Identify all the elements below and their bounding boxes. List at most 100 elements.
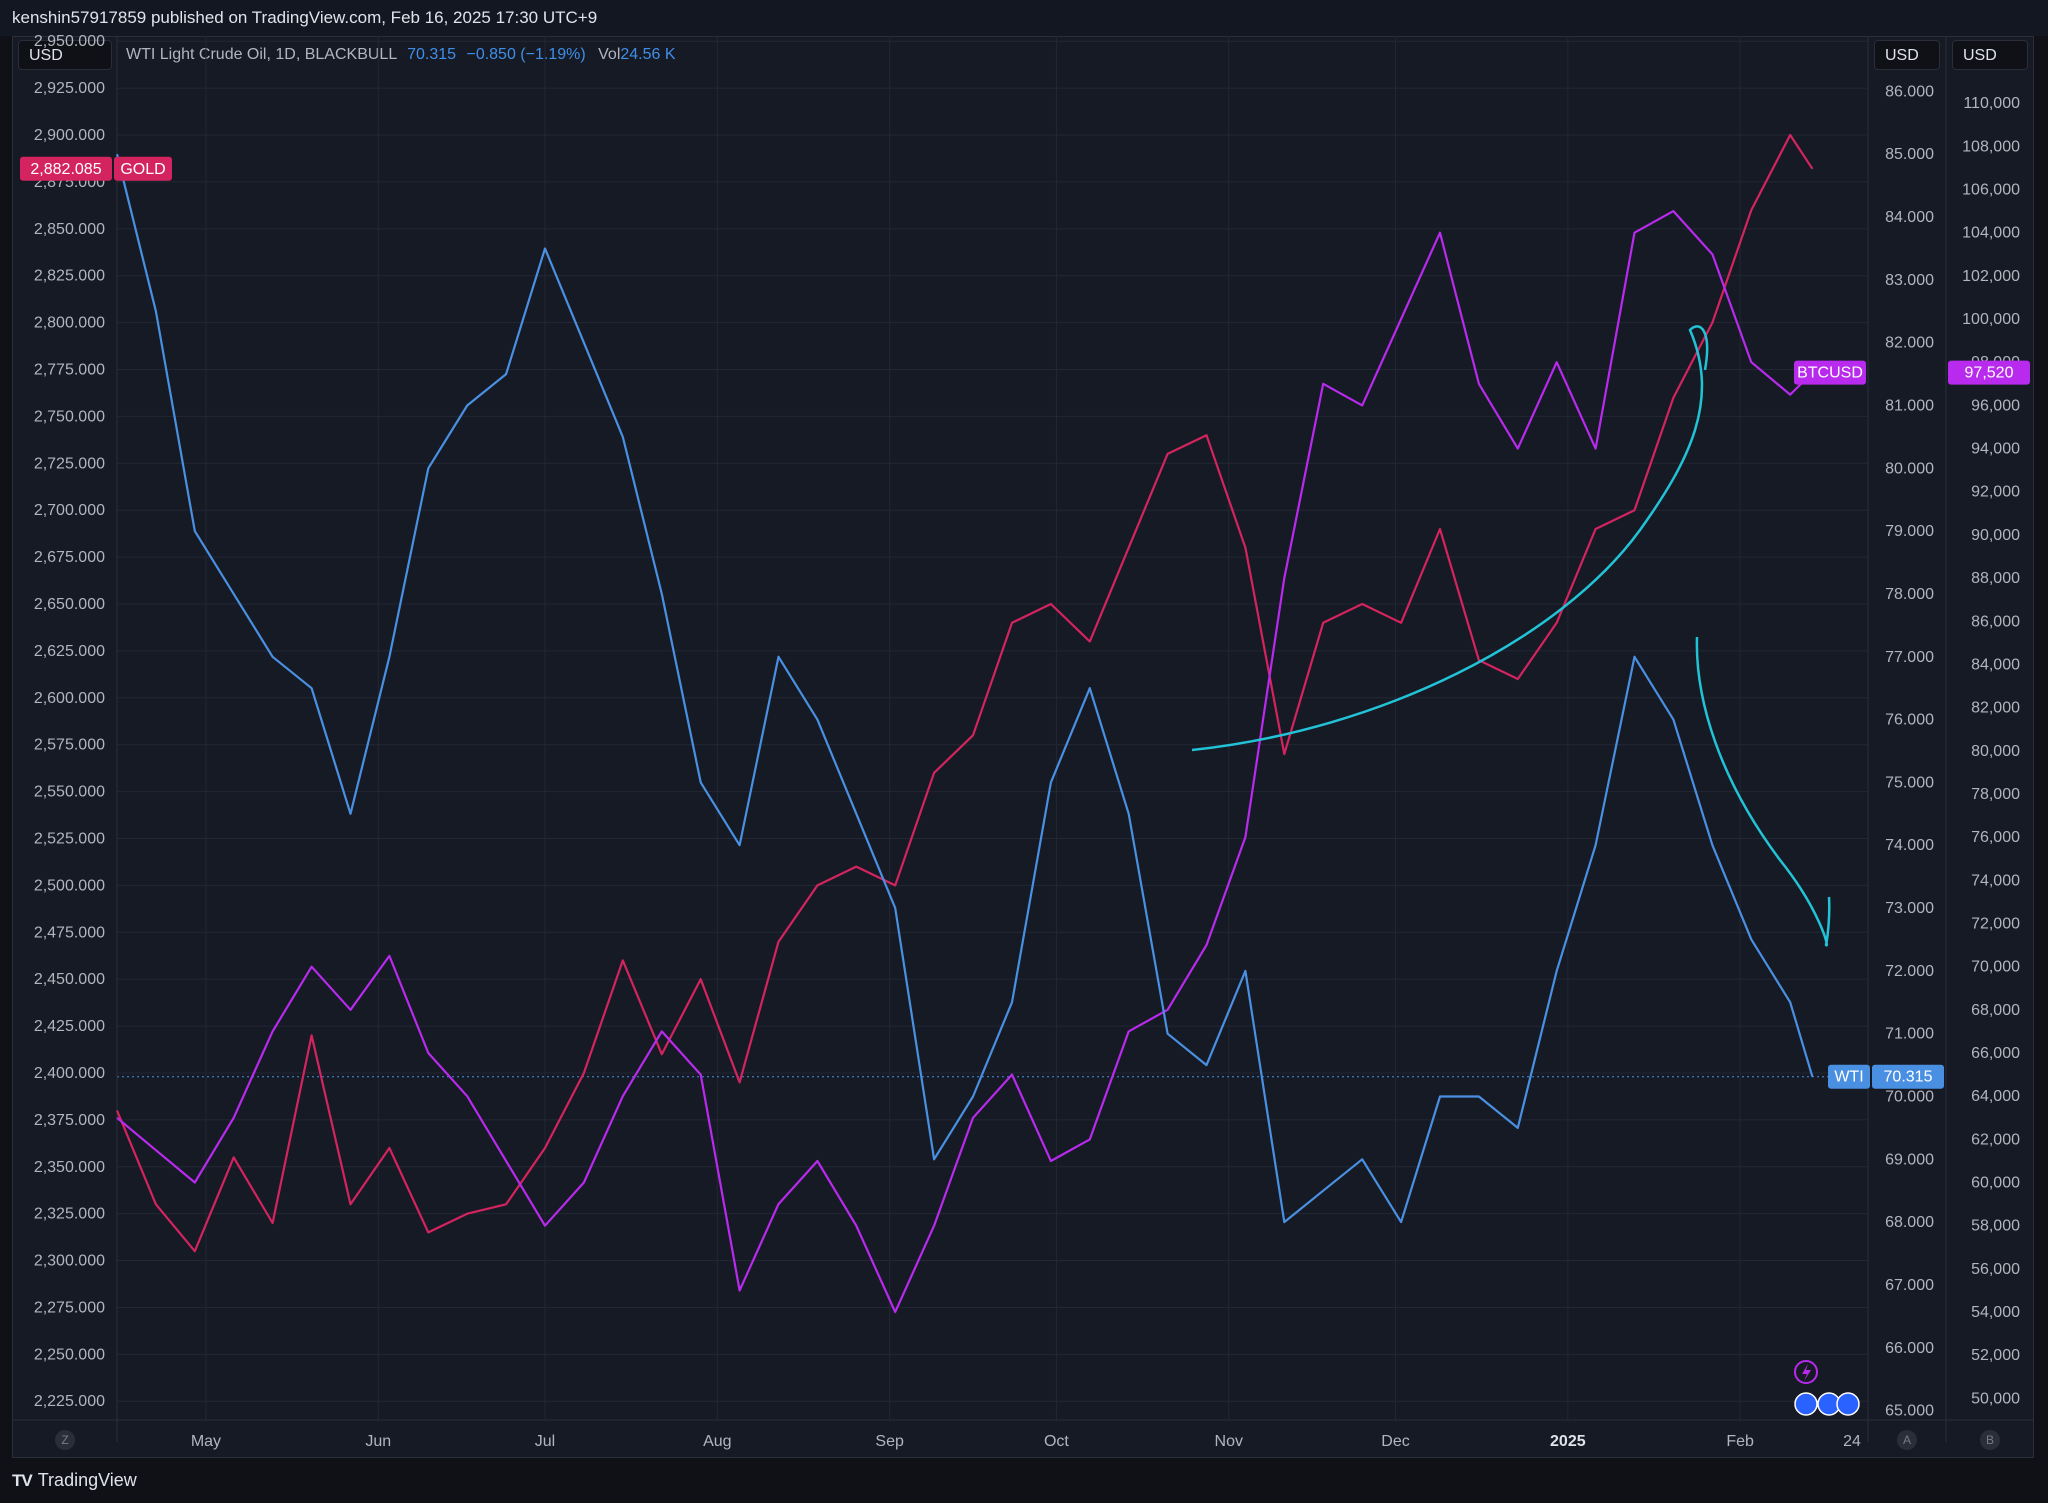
x-tick-label: Nov bbox=[1215, 1433, 1243, 1450]
right1-tick-label: 77.000 bbox=[1885, 649, 1934, 666]
lightning-icon[interactable] bbox=[1794, 1360, 1818, 1384]
right1-tick-label: 82.000 bbox=[1885, 335, 1934, 352]
right2-tick-label: 52,000 bbox=[1971, 1347, 2020, 1364]
wti-price-badge: 70.315 bbox=[1884, 1069, 1933, 1086]
right1-tick-label: 80.000 bbox=[1885, 460, 1934, 477]
x-tick-label: Dec bbox=[1381, 1433, 1409, 1450]
right1-tick-label: 85.000 bbox=[1885, 146, 1934, 163]
right2-tick-label: 102,000 bbox=[1962, 268, 2020, 285]
us-flag-icon[interactable] bbox=[1794, 1392, 1818, 1416]
left-tick-label: 2,275.000 bbox=[34, 1299, 105, 1316]
right2-tick-label: 110,000 bbox=[1963, 95, 2020, 112]
auto-scale-button[interactable]: A bbox=[1897, 1430, 1917, 1450]
x-tick-label: Oct bbox=[1044, 1433, 1069, 1450]
x-tick-label: Jun bbox=[365, 1433, 391, 1450]
left-tick-label: 2,450.000 bbox=[34, 971, 105, 988]
right1-tick-label: 76.000 bbox=[1885, 712, 1934, 729]
right2-tick-label: 54,000 bbox=[1971, 1304, 2020, 1321]
right2-tick-label: 68,000 bbox=[1971, 1002, 2020, 1019]
left-tick-label: 2,925.000 bbox=[34, 80, 105, 97]
chart-canvas[interactable]: 2,225.000 2,250.000 2,275.000 2,300.000 2,32… bbox=[0, 0, 2048, 1458]
left-tick-label: 2,300.000 bbox=[34, 1253, 105, 1270]
us-flag-icon[interactable] bbox=[1836, 1392, 1860, 1416]
right1-tick-label: 79.000 bbox=[1885, 523, 1934, 540]
legend-price: 70.315 bbox=[407, 46, 457, 63]
right1-axis-ticks: 65.000 66.000 67.000 68.000 69.000 70.000 71.0… bbox=[1885, 83, 1934, 1419]
right1-tick-label: 83.000 bbox=[1885, 272, 1934, 289]
left-tick-label: 2,700.000 bbox=[34, 502, 105, 519]
left-tick-label: 2,850.000 bbox=[34, 221, 105, 238]
right2-tick-label: 106,000 bbox=[1962, 182, 2020, 199]
right2-tick-label: 64,000 bbox=[1971, 1088, 2020, 1105]
right1-tick-label: 68.000 bbox=[1885, 1214, 1934, 1231]
gold-price-badge-bg bbox=[20, 156, 112, 181]
series-line-wti[interactable] bbox=[115, 153, 1814, 1224]
right1-tick-label: 78.000 bbox=[1885, 586, 1934, 603]
right2-tick-label: 50,000 bbox=[1971, 1390, 2020, 1407]
published-text: kenshin57917859 published on TradingView… bbox=[12, 8, 598, 27]
right1-tick-label: 84.000 bbox=[1885, 209, 1934, 226]
left-tick-label: 2,325.000 bbox=[34, 1206, 105, 1223]
left-tick-label: 2,825.000 bbox=[34, 268, 105, 285]
legend-change: −0.850 (−1.19%) bbox=[466, 46, 586, 63]
right2-tick-label: 80,000 bbox=[1971, 743, 2020, 760]
left-tick-label: 2,750.000 bbox=[34, 408, 105, 425]
right1-tick-label: 70.000 bbox=[1885, 1088, 1934, 1105]
right2-tick-label: 96,000 bbox=[1971, 397, 2020, 414]
left-scale-currency[interactable]: USD bbox=[18, 40, 112, 70]
btc-name-badge-bg bbox=[1794, 360, 1866, 385]
right2-tick-label: 90,000 bbox=[1971, 527, 2020, 544]
brand[interactable]: TV TradingView bbox=[12, 1470, 137, 1491]
symbol-legend[interactable]: WTI Light Crude Oil, 1D, BLACKBULL 70.31… bbox=[126, 46, 676, 64]
scale-separators bbox=[12, 36, 2034, 1442]
left-tick-label: 2,600.000 bbox=[34, 690, 105, 707]
btc-price-badge: 97,520 bbox=[1965, 365, 2014, 382]
x-tick-label: May bbox=[191, 1433, 221, 1450]
left-tick-label: 2,350.000 bbox=[34, 1159, 105, 1176]
tradingview-logo-icon: TV bbox=[12, 1470, 33, 1490]
right2-tick-label: 88,000 bbox=[1971, 570, 2020, 587]
legend-vol-label: Vol bbox=[598, 46, 621, 63]
gold-name-badge-bg bbox=[114, 156, 172, 181]
right2-tick-label: 74,000 bbox=[1971, 872, 2020, 889]
x-tick-label: 2025 bbox=[1550, 1433, 1586, 1450]
left-tick-label: 2,775.000 bbox=[34, 362, 105, 379]
x-tick-label: 24 bbox=[1843, 1433, 1861, 1450]
right2-scale-currency[interactable]: USD bbox=[1952, 40, 2028, 70]
left-tick-label: 2,675.000 bbox=[34, 549, 105, 566]
right2-tick-label: 66,000 bbox=[1971, 1045, 2020, 1062]
timezone-corner-button[interactable]: Z bbox=[55, 1430, 75, 1450]
left-tick-label: 2,525.000 bbox=[34, 830, 105, 847]
right2-tick-label: 82,000 bbox=[1971, 700, 2020, 717]
grid-lines bbox=[117, 36, 1868, 1420]
right2-tick-label: 84,000 bbox=[1971, 656, 2020, 673]
right2-tick-label: 72,000 bbox=[1971, 915, 2020, 932]
btc-name-badge: BTCUSD bbox=[1797, 365, 1863, 382]
left-tick-label: 2,500.000 bbox=[34, 877, 105, 894]
scale-b-button[interactable]: B bbox=[1980, 1430, 2000, 1450]
series-line-gold[interactable] bbox=[115, 133, 1814, 1253]
event-icons[interactable] bbox=[1794, 1360, 1860, 1416]
x-tick-label: Sep bbox=[875, 1433, 904, 1450]
right1-tick-label: 81.000 bbox=[1885, 397, 1934, 414]
uptrend-arrow-annotation[interactable] bbox=[1191, 325, 1709, 752]
right2-tick-label: 86,000 bbox=[1971, 613, 2020, 630]
right2-tick-label: 56,000 bbox=[1971, 1261, 2020, 1278]
chart-frame[interactable] bbox=[12, 36, 2034, 1458]
left-tick-label: 2,550.000 bbox=[34, 784, 105, 801]
left-tick-label: 2,900.000 bbox=[34, 127, 105, 144]
downtrend-arrow-annotation[interactable] bbox=[1695, 636, 1831, 947]
left-tick-label: 2,800.000 bbox=[34, 315, 105, 332]
left-tick-label: 2,950.000 bbox=[34, 33, 105, 50]
series-line-btcusd[interactable] bbox=[116, 210, 1814, 1314]
right1-tick-label: 73.000 bbox=[1885, 900, 1934, 917]
right2-tick-label: 92,000 bbox=[1971, 484, 2020, 501]
x-axis-ticks: May Jun Jul Aug Sep Oct Nov Dec 2025 Feb 24 bbox=[191, 1433, 1861, 1450]
right1-scale-currency[interactable]: USD bbox=[1874, 40, 1940, 70]
x-tick-label: Feb bbox=[1726, 1433, 1754, 1450]
drawing-annotations[interactable] bbox=[1191, 325, 1831, 947]
right2-tick-label: 76,000 bbox=[1971, 829, 2020, 846]
right2-tick-label: 62,000 bbox=[1971, 1131, 2020, 1148]
left-tick-label: 2,625.000 bbox=[34, 643, 105, 660]
right1-tick-label: 75.000 bbox=[1885, 774, 1934, 791]
